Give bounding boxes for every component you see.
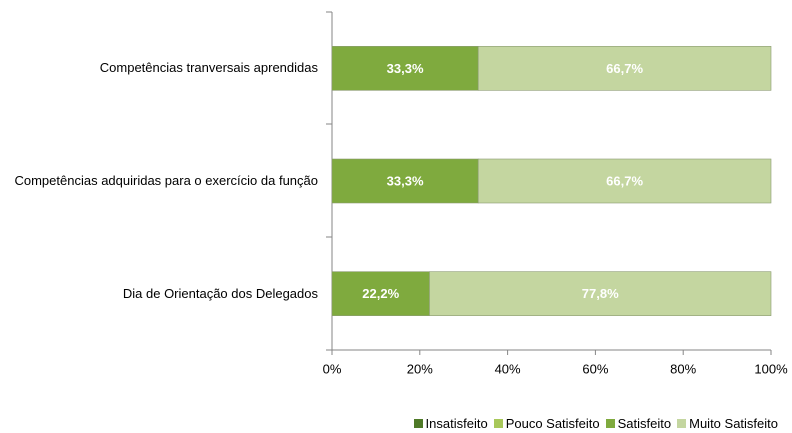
legend-label: Satisfeito	[617, 416, 672, 431]
legend-item: Pouco Satisfeito	[493, 416, 600, 431]
bar-segment	[477, 46, 772, 91]
x-tick-label: 100%	[754, 361, 788, 376]
legend-item: Insatisfeito	[413, 416, 488, 431]
legend-label: Insatisfeito	[425, 416, 488, 431]
legend: Insatisfeito Pouco Satisfeito Satisfeito Mu…	[0, 416, 792, 431]
legend-item: Muito Satisfeito	[677, 416, 778, 431]
value-label: 77,8%	[582, 286, 619, 301]
category-label-text: Competências adquiridas para o exercício…	[14, 173, 318, 188]
legend-swatch	[677, 419, 687, 428]
bar-segment	[331, 271, 430, 316]
value-label: 22,2%	[362, 286, 399, 301]
value-label: 33,3%	[387, 61, 424, 76]
x-tick-label: 40%	[495, 361, 521, 376]
legend-label: Pouco Satisfeito	[505, 416, 600, 431]
x-tick-label: 60%	[582, 361, 608, 376]
legend-swatch	[605, 419, 615, 428]
category-label-text: Dia de Orientação dos Delegados	[122, 285, 318, 301]
bar-segment	[477, 158, 772, 204]
legend-item: Satisfeito	[605, 416, 672, 431]
category-label: Competências tranversais aprendidas	[0, 59, 318, 77]
bar-segment	[331, 158, 479, 204]
value-label: 33,3%	[387, 173, 424, 188]
category-label-text: Competências tranversais aprendidas	[99, 60, 318, 76]
legend-swatch	[493, 419, 503, 428]
value-label: 66,7%	[606, 61, 643, 76]
bar-segment	[429, 271, 772, 316]
legend-label: Muito Satisfeito	[689, 416, 778, 431]
x-tick-label: 80%	[670, 361, 696, 376]
category-label: Competências adquiridas para o exercício…	[0, 172, 318, 190]
x-tick-label: 0%	[323, 361, 342, 376]
legend-swatch	[413, 419, 423, 428]
bar-segment	[331, 46, 479, 91]
x-tick-label: 20%	[407, 361, 433, 376]
category-label: Dia de Orientação dos Delegados	[0, 285, 318, 303]
value-label: 66,7%	[606, 173, 643, 188]
